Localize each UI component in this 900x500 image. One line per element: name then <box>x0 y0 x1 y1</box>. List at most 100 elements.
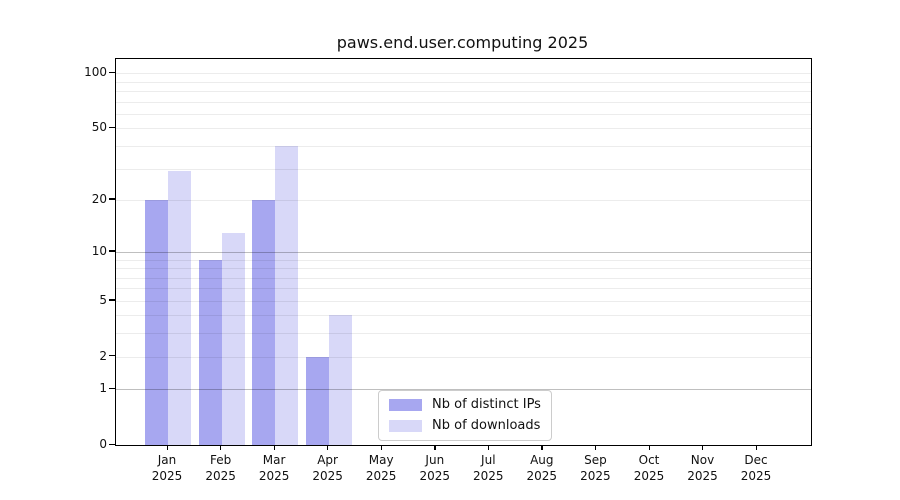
y-tick-label-50: 50 <box>91 120 107 135</box>
x-tick-year: 2025 <box>473 469 504 483</box>
legend-label: Nb of downloads <box>432 418 541 433</box>
gridline-minor-80 <box>116 91 811 93</box>
x-tick-year: 2025 <box>740 469 772 483</box>
x-tick-year: 2025 <box>580 469 611 483</box>
x-tick-year: 2025 <box>365 469 397 483</box>
x-tick-mark-jun <box>434 445 436 450</box>
gridline-major-1 <box>116 389 811 391</box>
x-tick-month: Sep <box>584 453 607 467</box>
x-tick-mark-sep <box>594 445 597 450</box>
x-tick-label-feb: Feb 2025 <box>181 452 261 484</box>
y-tick-mark-100 <box>109 71 115 74</box>
y-tick-mark-20 <box>109 198 115 200</box>
y-tick-label-5: 5 <box>99 292 107 307</box>
x-tick-month: Jun <box>425 453 445 467</box>
gridline-minor-6 <box>116 288 811 290</box>
bar-nb-of-distinct-ips-mar <box>252 199 276 445</box>
x-tick-month: Apr <box>317 453 338 467</box>
x-tick-mark-aug <box>541 445 543 450</box>
x-tick-year: 2025 <box>205 469 236 483</box>
gridline-minor-40 <box>116 146 811 147</box>
x-tick-year: 2025 <box>419 469 451 483</box>
x-tick-label-oct: Oct 2025 <box>609 452 689 484</box>
gridline-minor-8 <box>116 268 811 270</box>
legend-swatch-nb-of-downloads <box>389 420 422 432</box>
y-tick-mark-10 <box>109 250 115 252</box>
plot-area: Nb of distinct IPs Nb of downloads <box>115 58 812 446</box>
gridline-minor-100 <box>116 73 811 75</box>
x-tick-label-sep: Sep 2025 <box>555 452 635 484</box>
x-tick-label-dec: Dec 2025 <box>716 452 796 484</box>
bar-nb-of-distinct-ips-jan <box>145 199 168 445</box>
y-tick-label-10: 10 <box>91 243 107 258</box>
gridline-minor-60 <box>116 114 811 115</box>
legend: Nb of distinct IPs Nb of downloads <box>378 390 552 441</box>
gridline-minor-50 <box>116 128 811 130</box>
bar-nb-of-downloads-feb <box>221 232 245 445</box>
y-tick-label-0: 0 <box>99 437 107 451</box>
y-tick-label-20: 20 <box>91 191 107 206</box>
legend-row: Nb of distinct IPs <box>389 397 541 413</box>
x-tick-year: 2025 <box>151 469 183 483</box>
x-tick-month: Nov <box>690 453 715 467</box>
x-tick-label-apr: Apr 2025 <box>288 452 368 484</box>
bar-nb-of-downloads-jan <box>168 171 191 445</box>
x-tick-mark-jul <box>487 445 490 450</box>
x-tick-month: Jan <box>157 453 177 467</box>
gridline-minor-2 <box>116 356 811 358</box>
x-tick-mark-feb <box>220 445 222 450</box>
y-tick-mark-5 <box>109 299 115 301</box>
gridline-minor-30 <box>116 168 811 170</box>
legend-label: Nb of distinct IPs <box>432 397 541 412</box>
y-tick-mark-1 <box>109 387 115 390</box>
x-tick-label-nov: Nov 2025 <box>663 452 743 484</box>
gridline-minor-7 <box>116 277 811 279</box>
bar-nb-of-distinct-ips-apr <box>305 356 329 445</box>
x-tick-mark-apr <box>327 445 329 450</box>
gridline-minor-5 <box>116 300 811 302</box>
x-tick-label-may: May 2025 <box>341 452 421 484</box>
y-tick-label-2: 2 <box>99 348 107 363</box>
legend-swatch-nb-of-distinct-ips <box>389 399 422 411</box>
x-tick-mark-dec <box>755 445 757 450</box>
gridline-minor-90 <box>116 81 811 83</box>
y-tick-mark-0 <box>109 443 115 445</box>
x-tick-mark-may <box>380 445 383 450</box>
y-tick-label-1: 1 <box>99 381 107 396</box>
x-tick-label-jun: Jun 2025 <box>395 452 475 484</box>
x-tick-label-mar: Mar 2025 <box>234 452 314 484</box>
x-tick-year: 2025 <box>526 469 558 483</box>
gridline-minor-70 <box>116 101 811 103</box>
x-tick-mark-nov <box>702 445 704 450</box>
x-tick-label-jul: Jul 2025 <box>448 452 528 484</box>
y-tick-mark-50 <box>109 126 115 129</box>
x-tick-month: May <box>368 453 394 467</box>
x-tick-month: Dec <box>744 453 768 467</box>
x-tick-year: 2025 <box>633 469 665 483</box>
x-tick-mark-mar <box>273 445 275 450</box>
gridline-minor-3 <box>116 333 811 335</box>
bar-nb-of-downloads-mar <box>275 146 299 445</box>
gridline-major-10 <box>116 251 811 253</box>
x-tick-mark-oct <box>648 445 650 450</box>
x-tick-year: 2025 <box>258 469 290 483</box>
y-tick-label-100: 100 <box>84 65 107 80</box>
x-tick-label-jan: Jan 2025 <box>127 452 207 484</box>
gridline-minor-20 <box>116 199 811 201</box>
gridline-minor-9 <box>116 259 811 261</box>
x-tick-year: 2025 <box>687 469 718 483</box>
x-tick-month: Oct <box>638 453 660 467</box>
bar-nb-of-distinct-ips-feb <box>198 259 222 445</box>
bar-nb-of-downloads-apr <box>328 315 352 445</box>
y-tick-mark-2 <box>109 355 115 357</box>
x-tick-year: 2025 <box>312 469 343 483</box>
x-tick-month: Feb <box>209 453 232 467</box>
x-tick-month: Aug <box>530 453 554 467</box>
x-tick-label-aug: Aug 2025 <box>502 452 582 484</box>
gridline-minor-4 <box>116 315 811 317</box>
x-tick-mark-jan <box>166 445 168 450</box>
x-tick-month: Jul <box>481 453 496 467</box>
x-tick-month: Mar <box>262 453 286 467</box>
legend-row: Nb of downloads <box>389 418 541 434</box>
